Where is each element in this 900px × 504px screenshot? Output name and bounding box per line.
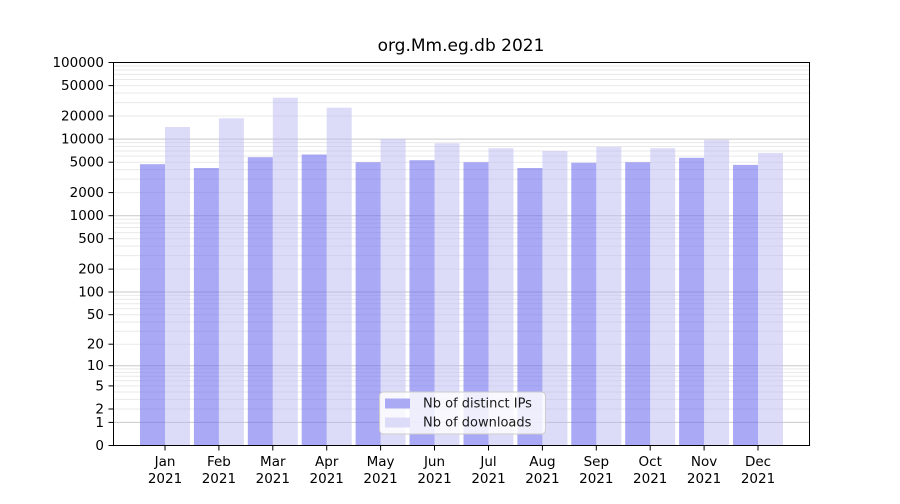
legend-box: [379, 391, 546, 435]
bar-distinct-ips-apr: [301, 154, 327, 446]
x-tick-label-month: Sep: [584, 454, 609, 470]
y-tick-label: 2: [95, 402, 104, 418]
x-tick-label-month: Jan: [154, 454, 176, 470]
y-tick-label: 200: [78, 262, 104, 278]
bar-distinct-ips-feb: [193, 168, 219, 446]
bar-distinct-ips-jan: [140, 164, 165, 446]
y-tick-label: 1000: [70, 208, 104, 224]
y-tick-label: 10: [87, 358, 104, 374]
x-tick-label-year: 2021: [148, 471, 182, 487]
bar-distinct-ips-nov: [679, 157, 705, 447]
legend-swatch-distinct-ips: [385, 398, 410, 409]
x-tick-label-month: Oct: [639, 454, 662, 470]
x-tick-label-year: 2021: [256, 471, 290, 487]
bar-distinct-ips-mar: [247, 157, 273, 446]
legend-label-distinct-ips: Nb of distinct IPs: [423, 397, 532, 412]
legend: Nb of distinct IPs Nb of downloads: [379, 391, 546, 435]
bar-downloads-dec: [758, 152, 783, 446]
x-tick-label-month: Nov: [691, 454, 717, 470]
y-tick-label: 5000: [70, 155, 104, 171]
y-tick-label: 100: [78, 285, 104, 301]
x-tick-label-year: 2021: [202, 471, 236, 487]
bar-distinct-ips-may: [355, 162, 381, 446]
x-tick-label-year: 2021: [417, 471, 451, 487]
x-tick-label-year: 2021: [579, 471, 613, 487]
x-tick-label-year: 2021: [741, 471, 775, 487]
legend-swatch-downloads: [385, 417, 410, 428]
x-tick-label-month: Feb: [207, 454, 231, 470]
bar-downloads-oct: [650, 148, 676, 446]
y-tick-label: 50: [87, 307, 104, 323]
x-tick-label-year: 2021: [471, 471, 505, 487]
y-tick-label: 0: [95, 438, 104, 454]
x-tick-label-month: Jul: [479, 454, 496, 470]
y-tick-label: 10000: [61, 132, 104, 148]
bar-downloads-mar: [272, 97, 298, 446]
x-tick-label-month: Aug: [529, 454, 555, 470]
x-tick-label-month: Jun: [423, 454, 445, 470]
bar-downloads-nov: [704, 139, 730, 447]
x-tick-label-year: 2021: [633, 471, 667, 487]
bar-downloads-aug: [542, 151, 568, 446]
y-tick-label: 50000: [61, 78, 104, 94]
legend-label-downloads: Nb of downloads: [423, 416, 532, 431]
plot-generated-content: 0 12 5 10 20 50 100 200 500 1000 2000 5000 10000 2000…: [52, 55, 810, 487]
bar-downloads-apr: [326, 107, 352, 446]
x-tick-label-year: 2021: [687, 471, 721, 487]
plot-border: [113, 62, 810, 446]
chart-title: org.Mm.eg.db 2021: [378, 36, 545, 56]
y-tick-label: 100000: [52, 55, 104, 71]
y-tick-label: 2000: [70, 185, 104, 201]
x-tick-label-year: 2021: [525, 471, 559, 487]
bar-distinct-ips-sep: [571, 162, 597, 447]
bar-distinct-ips-oct: [625, 162, 651, 446]
y-tick-label: 5: [95, 378, 104, 394]
x-tick-label-month: Mar: [260, 454, 286, 470]
bar-downloads-jan: [165, 127, 190, 446]
y-tick-label: 20000: [61, 109, 104, 125]
bar-downloads-sep: [596, 146, 622, 446]
x-tick-label-year: 2021: [310, 471, 344, 487]
y-tick-label: 1: [95, 415, 104, 431]
y-tick-label: 20: [87, 337, 104, 353]
bar-distinct-ips-dec: [733, 164, 758, 446]
bar-downloads-feb: [218, 118, 244, 447]
x-tick-label-month: Apr: [315, 454, 339, 470]
x-tick-label-month: Dec: [745, 454, 771, 470]
x-tick-label-month: May: [367, 454, 395, 470]
y-tick-label: 500: [78, 231, 104, 247]
x-tick-label-year: 2021: [363, 471, 397, 487]
